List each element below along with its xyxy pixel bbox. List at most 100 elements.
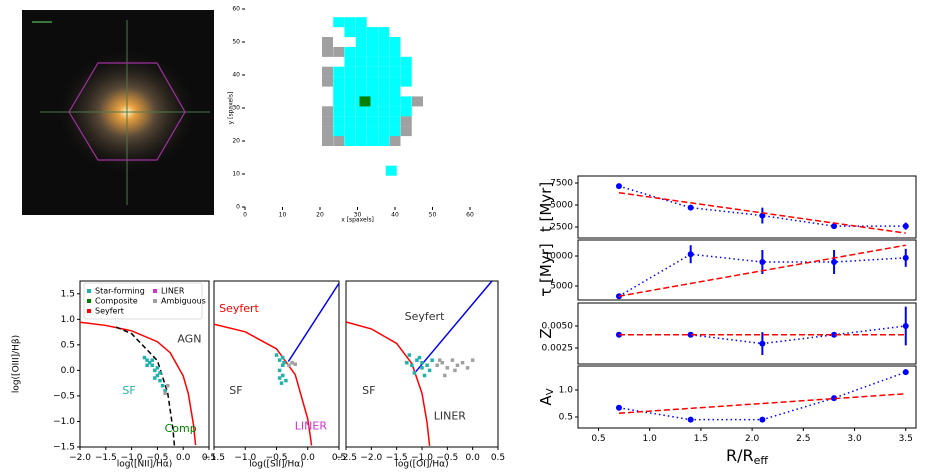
point (389, 136, 401, 146)
annotation: Seyfert (219, 302, 259, 315)
model-line (287, 282, 339, 362)
x-tick-label: −1.5 (95, 453, 117, 463)
point (322, 116, 333, 127)
y-tick-label: 5000 (550, 201, 573, 211)
annotation: SF (122, 384, 135, 397)
point (344, 27, 356, 38)
series-line (618, 191, 906, 234)
point (435, 363, 439, 368)
x-tick-label: 60 (466, 212, 474, 219)
legend-swatch (153, 299, 157, 303)
x-axis-label-main: R/R (726, 446, 754, 465)
model-line (80, 321, 197, 446)
point (277, 376, 282, 380)
frame (577, 175, 917, 239)
x-tick-label: −1.5 (203, 453, 225, 463)
x-tick-label: 0 (243, 212, 247, 219)
point (378, 116, 390, 127)
point (147, 360, 152, 365)
x-tick-label: 20 (316, 212, 324, 219)
plot-area (322, 17, 423, 176)
point (333, 136, 345, 146)
point (425, 363, 429, 368)
y-axis-label-main: τ [Myr] (537, 243, 555, 297)
point (410, 363, 414, 368)
point (274, 353, 279, 357)
x-axis-label: log([NII]/Hα) (117, 460, 173, 470)
frame (577, 365, 917, 429)
x-tick-label: 1.5 (694, 434, 708, 444)
point (322, 106, 333, 117)
point (407, 353, 412, 357)
point (150, 363, 154, 368)
point (417, 355, 422, 360)
point (440, 360, 445, 365)
point (160, 383, 165, 388)
point (284, 378, 288, 383)
point (422, 373, 427, 378)
point (281, 355, 285, 360)
point (344, 126, 356, 137)
x-tick-label: 3.0 (847, 434, 862, 444)
x-tick-label: −1.0 (411, 453, 433, 463)
y-tick-label: 60 (232, 6, 240, 13)
legend-box (83, 282, 203, 320)
x-tick-label: 10 (279, 212, 287, 219)
point (355, 46, 367, 57)
annotation: LINER (295, 420, 328, 433)
point (400, 76, 412, 87)
x-axis-label: x [spaxels] (341, 217, 374, 224)
point (344, 17, 356, 28)
y-tick-label: 5000 (550, 282, 573, 292)
point (389, 66, 401, 77)
marker (831, 223, 838, 230)
x-axis-label: log([SII]/Hα) (249, 460, 304, 470)
legend-swatch (87, 299, 91, 303)
point (400, 96, 412, 107)
point (389, 56, 401, 67)
point (355, 37, 367, 47)
point (344, 56, 356, 67)
point (344, 86, 356, 97)
point (344, 106, 356, 117)
annotation: SF (362, 384, 375, 397)
point (465, 366, 470, 370)
point (333, 76, 345, 87)
point (455, 363, 460, 368)
point (378, 126, 390, 137)
plot-area (80, 321, 197, 446)
point (420, 366, 424, 370)
point (367, 96, 378, 107)
plot-area (214, 282, 339, 446)
legend-label: LINER (161, 287, 185, 296)
point (333, 66, 345, 77)
y-tick-label: 0.0 (61, 366, 76, 376)
marker (759, 212, 766, 219)
x-tick-label: −0.5 (266, 453, 288, 463)
point (389, 106, 401, 117)
point (281, 373, 285, 378)
frame (577, 302, 917, 365)
y-axis-label: AV (537, 388, 557, 405)
x-tick-label: 0.5 (202, 453, 216, 463)
point (378, 86, 390, 97)
y-axis-label: τ [Myr] (537, 243, 555, 297)
point (367, 56, 378, 67)
x-tick-label: −0.5 (146, 453, 168, 463)
y-tick-label: −0.5 (53, 391, 75, 401)
y-axis-label: log([OIII]/Hβ) (12, 335, 22, 393)
marker (831, 259, 838, 266)
point (367, 126, 378, 137)
y-tick-label: 10 (232, 171, 240, 178)
legend-label: Ambiguous (161, 297, 206, 306)
point (344, 116, 356, 127)
plot-area (615, 306, 909, 356)
ifu-footprint (68, 62, 186, 161)
x-tick-label: 0.0 (466, 453, 481, 463)
y-tick-label: 2500 (550, 223, 573, 233)
frame (213, 280, 340, 448)
point (378, 66, 390, 77)
point (333, 106, 345, 117)
